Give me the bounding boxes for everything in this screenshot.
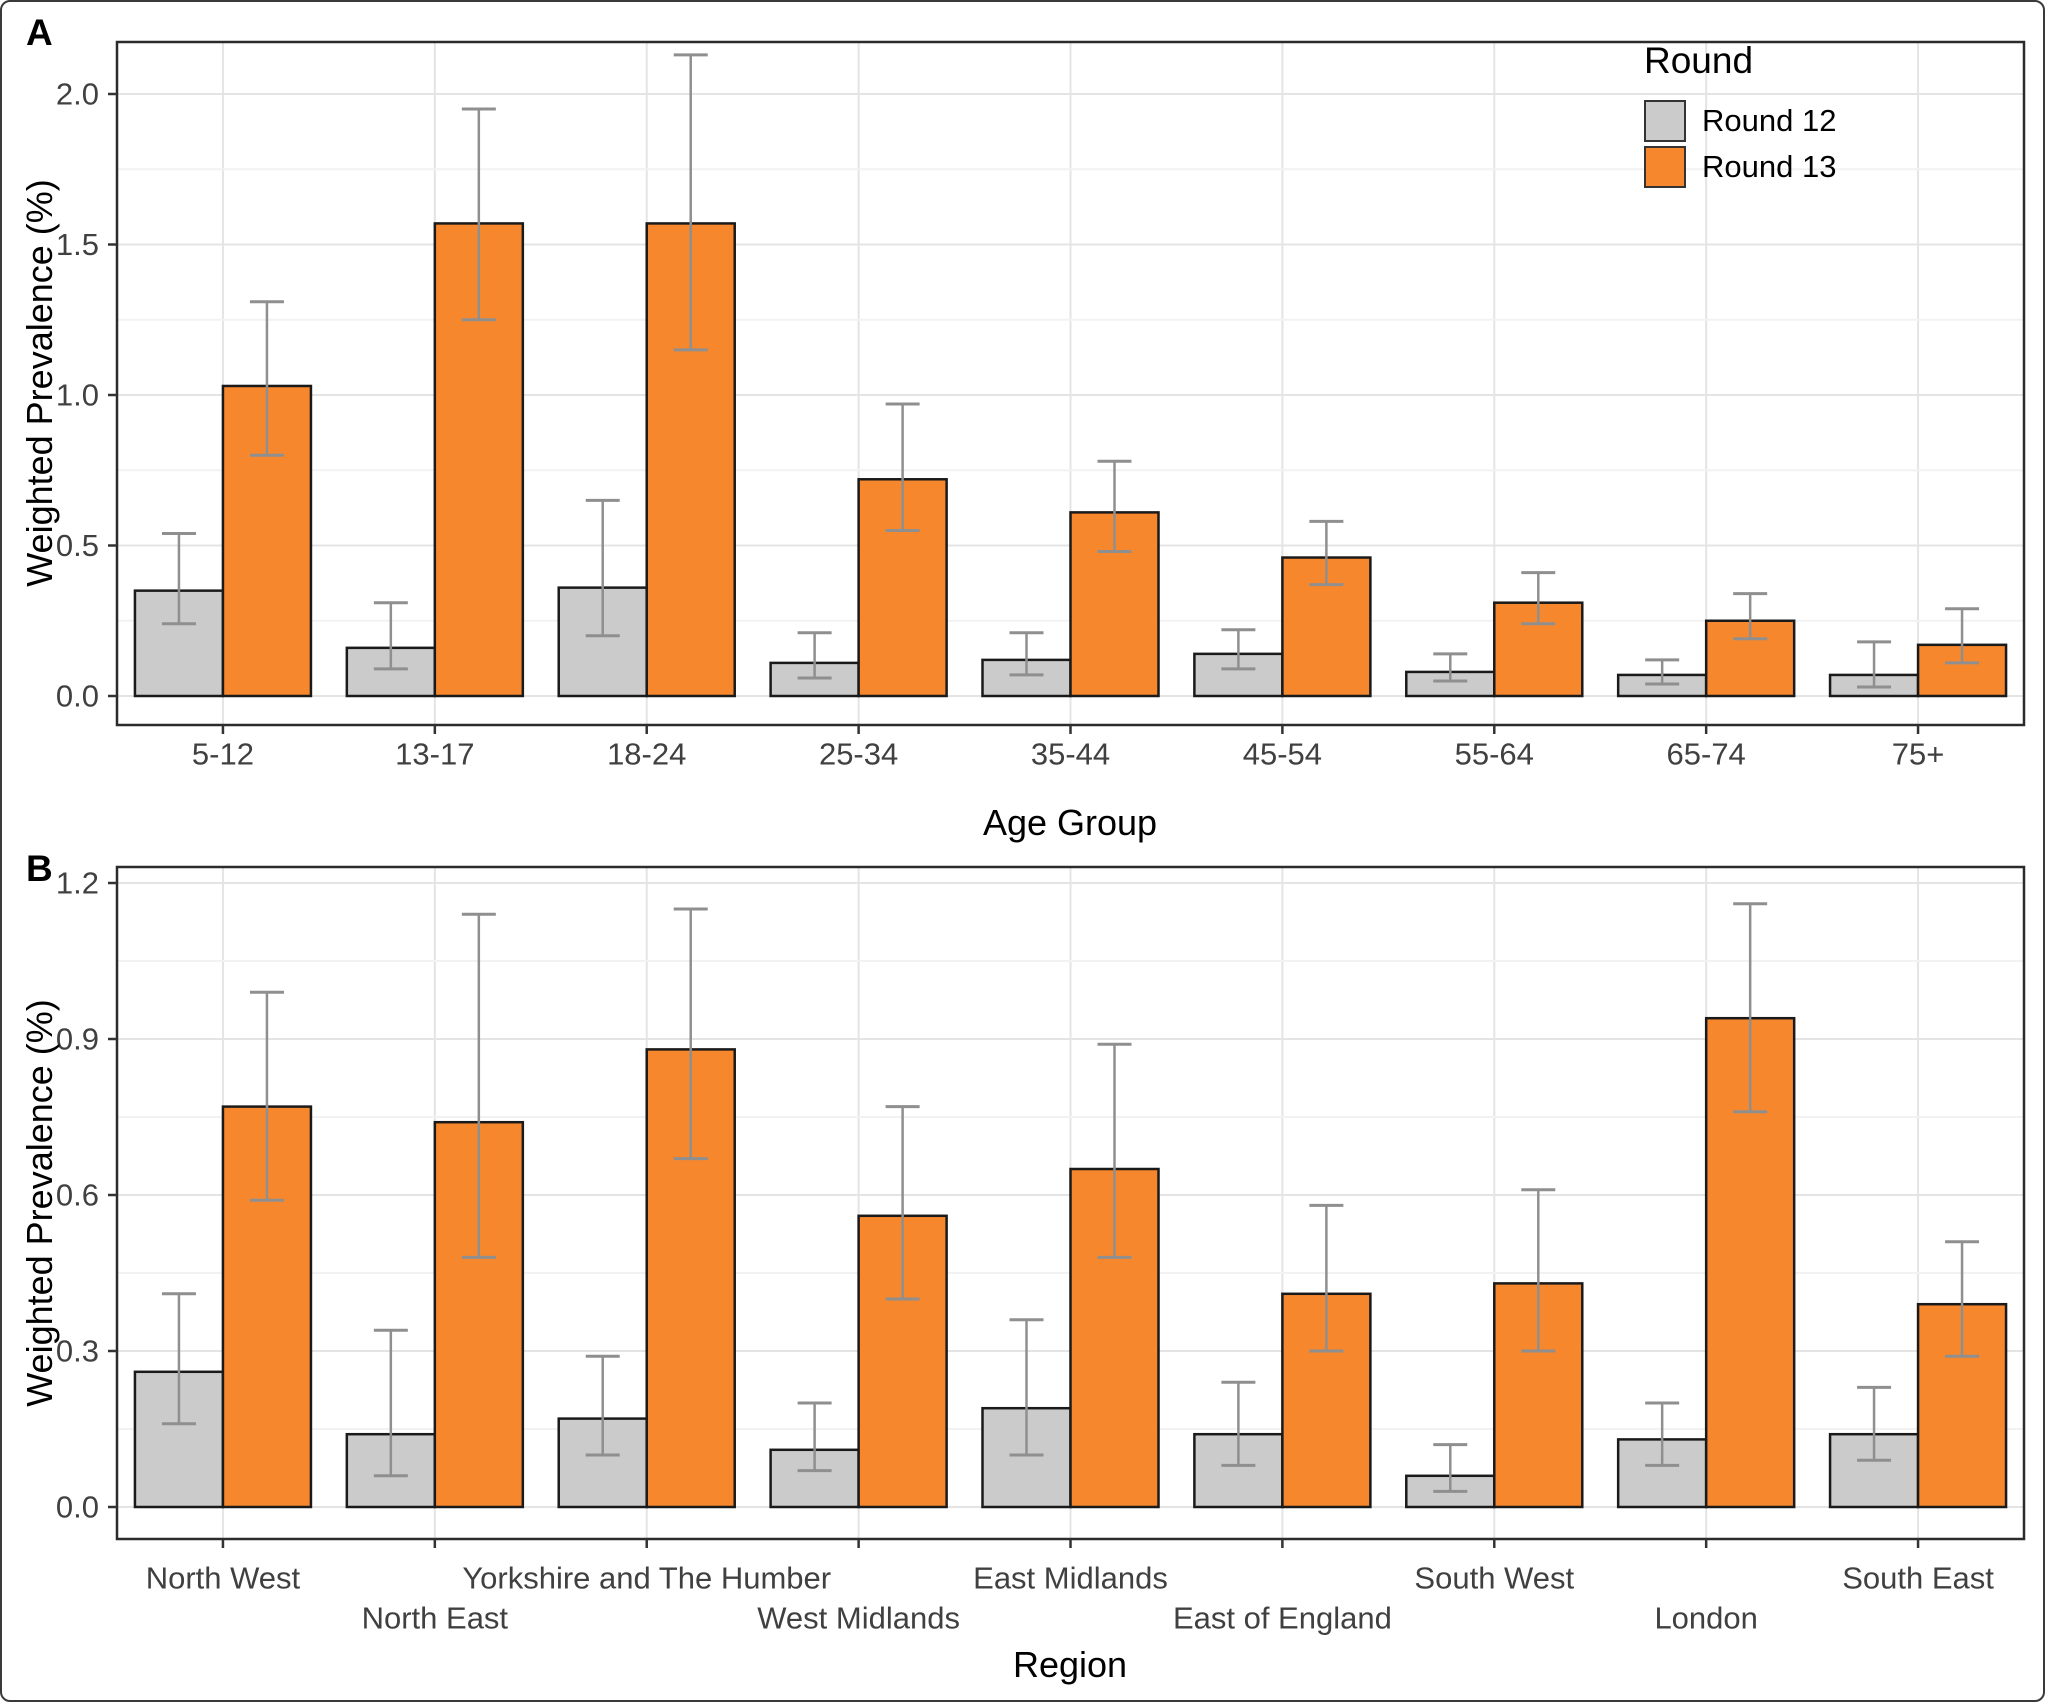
y-tick-label: 1.0: [56, 378, 99, 413]
x-tick-label: 35-44: [1031, 737, 1110, 772]
legend: Round Round 12 Round 13: [1644, 40, 1836, 190]
y-tick-label: 2.0: [56, 77, 99, 112]
x-axis-title-panel-a: Age Group: [982, 802, 1158, 843]
y-axis-title-panel-a: Weighted Prevalence (%): [19, 179, 60, 587]
panel-tag-b: B: [26, 848, 53, 889]
bar-round13-Yorkshire and The Humber: [645, 1048, 736, 1509]
x-tick-label: 55-64: [1455, 737, 1534, 772]
x-tick-label: North West: [146, 1561, 301, 1596]
x-tick-label: 45-54: [1243, 737, 1322, 772]
x-tick-label: Yorkshire and The Humber: [462, 1561, 831, 1596]
y-tick-label: 0.3: [56, 1334, 99, 1369]
y-tick-label: 0.5: [56, 528, 99, 563]
x-tick-label: 25-34: [819, 737, 898, 772]
panel-b: 0.0 0.3 0.6 0.9 1.2 North West North East Yorks…: [56, 866, 2026, 1636]
x-tick-label: 75+: [1892, 737, 1945, 772]
y-tick-label: 1.5: [56, 227, 99, 262]
y-tick-label: 0.0: [56, 679, 99, 714]
panel-tag-a: A: [26, 12, 53, 53]
legend-row-round13: Round 13: [1644, 144, 1836, 190]
x-tick-label: London: [1654, 1601, 1757, 1636]
y-tick-label: 1.2: [56, 866, 99, 901]
legend-swatch-round12-icon: [1644, 100, 1686, 142]
legend-label-round13: Round 13: [1702, 149, 1837, 184]
legend-row-round12: Round 12: [1644, 98, 1836, 144]
x-tick-label: 13-17: [395, 737, 474, 772]
y-axis-title-panel-b: Weighted Prevalence (%): [19, 999, 60, 1407]
x-tick-label: South West: [1414, 1561, 1574, 1596]
x-tick-label: West Midlands: [757, 1601, 960, 1636]
x-tick-label: 65-74: [1667, 737, 1746, 772]
y-tick-label: 0.0: [56, 1490, 99, 1525]
panel-a: 0.0 0.5 1.0 1.5 2.0 5-12 13-17 18-24 25-34 35-44 4…: [56, 40, 2026, 772]
legend-label-round12: Round 12: [1702, 103, 1837, 138]
x-tick-label: 18-24: [607, 737, 686, 772]
x-tick-label: East of England: [1173, 1601, 1392, 1636]
x-tick-label: South East: [1842, 1561, 1994, 1596]
x-tick-label: North East: [362, 1601, 509, 1636]
x-axis-title-panel-b: Region: [1012, 1644, 1128, 1685]
y-tick-label: 0.6: [56, 1178, 99, 1213]
x-tick-label: 5-12: [192, 737, 254, 772]
y-tick-label: 0.9: [56, 1022, 99, 1057]
x-tick-label: East Midlands: [973, 1561, 1168, 1596]
legend-swatch-round13-icon: [1644, 146, 1686, 188]
legend-title: Round: [1644, 40, 1754, 81]
